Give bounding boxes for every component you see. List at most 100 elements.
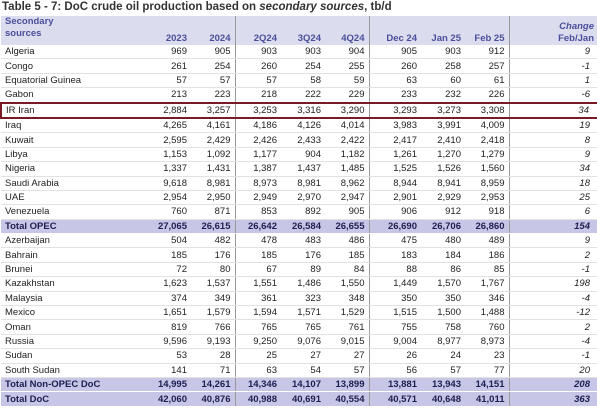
header-cell: Feb 25 — [465, 16, 510, 45]
table-cell: Equatorial Guinea — [1, 73, 141, 89]
table-row: Gabon 213 223 218 222 229 233 232 226 -6 — [1, 87, 597, 104]
table-cell: Congo — [1, 58, 141, 74]
table-cell: 1,560 — [465, 161, 510, 177]
table-cell: 6 — [509, 204, 597, 220]
table-cell: 1,387 — [235, 161, 281, 177]
table-row: Bahrain 185 176 185 176 185 183 184 186 2 — [1, 247, 597, 263]
table-cell: Mexico — [1, 305, 141, 321]
table-cell: 40,554 — [325, 391, 370, 407]
table-cell: 1,337 — [141, 161, 191, 177]
table-cell: 761 — [325, 319, 370, 335]
table-cell: 350 — [421, 291, 465, 307]
title-text: , tb/d — [364, 1, 392, 13]
production-table: Secondary sources 2023 2024 2Q24 3Q24 4Q24 Dec … — [0, 16, 597, 407]
header-text: Change — [559, 21, 594, 32]
table-cell: 853 — [235, 204, 281, 220]
table-cell: 27 — [281, 348, 325, 364]
table-cell: Libya — [1, 147, 141, 163]
table-cell: 1,550 — [325, 276, 370, 292]
table-cell: 222 — [281, 87, 325, 104]
table-cell: 59 — [325, 73, 370, 89]
table-cell: 4,009 — [465, 117, 510, 134]
table-cell: 4,126 — [281, 117, 325, 134]
table-row: Kazakhstan 1,623 1,537 1,551 1,486 1,550 1,449… — [1, 276, 597, 292]
table-cell: Total OPEC — [1, 219, 141, 235]
table-cell: 260 — [235, 58, 281, 74]
table-cell: 3,253 — [235, 101, 281, 119]
table-cell: 906 — [369, 204, 421, 220]
table-cell: 26,584 — [281, 219, 325, 235]
table-cell: 9,193 — [191, 334, 236, 350]
table-cell: 1,437 — [281, 161, 325, 177]
table-cell: 213 — [141, 87, 191, 104]
table-cell: 254 — [191, 58, 236, 74]
header-cell: 2023 — [141, 16, 191, 45]
header-row: Secondary sources 2023 2024 2Q24 3Q24 4Q24 Dec … — [1, 16, 597, 45]
table-cell: 14,151 — [465, 377, 510, 393]
table-cell: 26,860 — [465, 219, 510, 235]
table-cell: 819 — [141, 319, 191, 335]
table-row: Venezuela 760 871 853 892 905 906 912 918 6 — [1, 204, 597, 220]
table-cell: 34 — [509, 161, 597, 177]
table-cell: 86 — [421, 262, 465, 278]
table-cell: 229 — [325, 87, 370, 104]
table-cell: -1 — [509, 348, 597, 364]
table-cell: 60 — [421, 73, 465, 89]
table-cell: 25 — [509, 190, 597, 206]
table-cell: 14,346 — [235, 377, 281, 393]
table-row: Brunei 72 80 67 89 84 88 86 85 -1 — [1, 262, 597, 278]
table-cell: 760 — [465, 319, 510, 335]
table-cell: 482 — [191, 233, 236, 249]
table-cell: 489 — [465, 233, 510, 249]
header-cell: Dec 24 — [369, 16, 421, 45]
table-cell: Iraq — [1, 117, 141, 134]
table-cell: 3,316 — [281, 101, 325, 119]
table-cell: 89 — [281, 262, 325, 278]
table-cell: 1,525 — [369, 161, 421, 177]
table-cell: 9,596 — [141, 334, 191, 350]
table-cell: 3,983 — [369, 117, 421, 134]
table-cell: 57 — [235, 73, 281, 89]
table-cell: 41,011 — [465, 391, 510, 407]
table-cell: 9 — [509, 45, 597, 60]
table-cell: 346 — [465, 291, 510, 307]
table-row: Libya 1,153 1,092 1,177 904 1,182 1,261 1,270 1,… — [1, 147, 597, 163]
table-cell: 2,954 — [141, 190, 191, 206]
table-cell: 905 — [369, 45, 421, 60]
table-cell: Sudan — [1, 348, 141, 364]
table-cell: 18 — [509, 176, 597, 191]
table-cell: 56 — [369, 363, 421, 378]
table-cell: 348 — [325, 291, 370, 307]
table-cell: 1 — [509, 73, 597, 89]
table-cell: 8,941 — [421, 176, 465, 191]
table-cell: 3,308 — [465, 101, 510, 119]
table-cell: 483 — [281, 233, 325, 249]
table-cell: 20 — [509, 363, 597, 378]
table-cell: 258 — [421, 58, 465, 74]
header-cell: Jan 25 — [421, 16, 465, 45]
table-row: Oman 819 766 765 765 761 755 758 760 2 — [1, 319, 597, 335]
table-cell: 261 — [141, 58, 191, 74]
table-cell: 8 — [509, 132, 597, 148]
table-cell: 218 — [235, 87, 281, 104]
table-cell: 871 — [191, 204, 236, 220]
table-cell: 1,182 — [325, 147, 370, 163]
table-cell: 25 — [235, 348, 281, 364]
table-cell: Venezuela — [1, 204, 141, 220]
table-cell: 9,076 — [281, 334, 325, 350]
table-cell: 85 — [465, 262, 510, 278]
table-cell: 3,293 — [369, 101, 421, 119]
table-cell: 26,642 — [235, 219, 281, 235]
table-cell: 1,270 — [421, 147, 465, 163]
table-row: Sudan 53 28 25 27 27 26 24 23 -1 — [1, 348, 597, 364]
table-cell: 72 — [141, 262, 191, 278]
table-cell: 63 — [369, 73, 421, 89]
table-cell: 232 — [421, 87, 465, 104]
table-cell: 9 — [509, 147, 597, 163]
table-cell: 88 — [369, 262, 421, 278]
table-cell: 2,417 — [369, 132, 421, 148]
table-cell: 40,988 — [235, 391, 281, 407]
table-cell: Brunei — [1, 262, 141, 278]
table-cell: 9,004 — [369, 334, 421, 350]
table-cell: 233 — [369, 87, 421, 104]
